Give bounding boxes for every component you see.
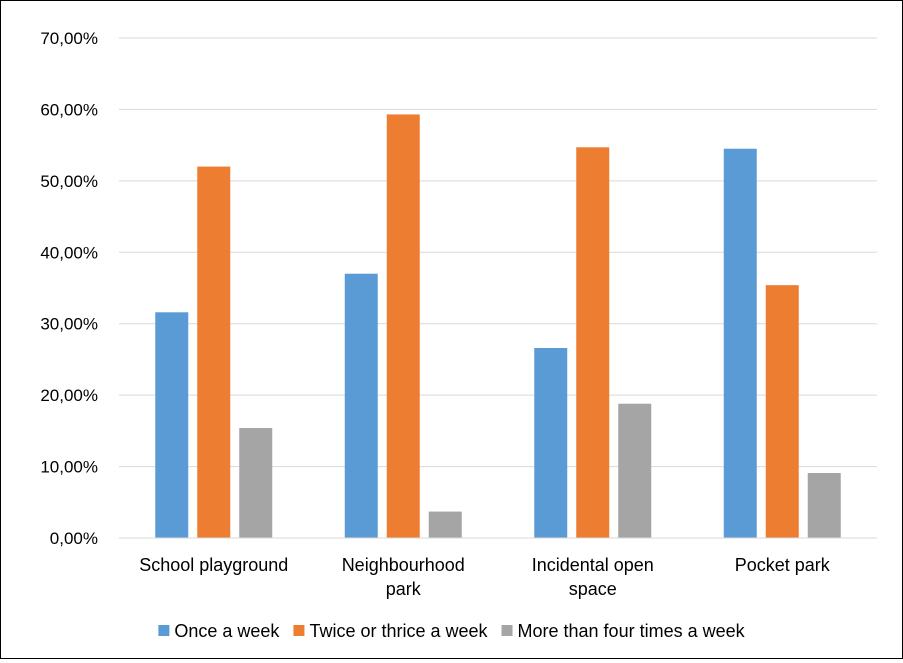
y-tick-label: 10,00% bbox=[40, 458, 98, 477]
bar-once-a-week-1 bbox=[344, 273, 378, 538]
bars bbox=[155, 114, 841, 539]
y-tick-label: 50,00% bbox=[40, 172, 98, 191]
y-tick-label: 20,00% bbox=[40, 386, 98, 405]
x-category-label: space bbox=[569, 579, 617, 599]
x-category-label: Incidental open bbox=[532, 555, 654, 575]
legend-item: More than four times a week bbox=[501, 621, 746, 641]
legend-swatch bbox=[501, 625, 513, 636]
y-tick-label: 0,00% bbox=[50, 529, 98, 548]
legend-item: Twice or thrice a week bbox=[293, 621, 489, 641]
x-category-label: Neighbourhood bbox=[342, 555, 465, 575]
x-category-label: School playground bbox=[139, 555, 288, 575]
y-tick-label: 60,00% bbox=[40, 100, 98, 119]
x-category-label: Pocket park bbox=[735, 555, 831, 575]
y-tick-label: 70,00% bbox=[40, 29, 98, 48]
bar-once-a-week-0 bbox=[155, 312, 189, 538]
legend-label: More than four times a week bbox=[518, 621, 746, 641]
bar-more-than-four-times-a-week-3 bbox=[807, 473, 841, 538]
bar-twice-or-thrice-a-week-3 bbox=[765, 285, 799, 538]
bar-once-a-week-2 bbox=[534, 348, 568, 538]
legend-label: Twice or thrice a week bbox=[309, 621, 488, 641]
gridlines bbox=[119, 37, 877, 468]
legend-label: Once a week bbox=[174, 621, 280, 641]
y-tick-label: 40,00% bbox=[40, 243, 98, 262]
legend-swatch bbox=[158, 625, 170, 636]
legend-swatch bbox=[293, 625, 305, 636]
bar-twice-or-thrice-a-week-1 bbox=[386, 114, 420, 538]
category-labels: School playground Neighbourhood park Incide… bbox=[139, 555, 831, 599]
legend-item: Once a week bbox=[158, 621, 280, 641]
x-category-label: park bbox=[386, 579, 422, 599]
bar-more-than-four-times-a-week-2 bbox=[618, 403, 652, 538]
bar-twice-or-thrice-a-week-2 bbox=[576, 147, 610, 539]
bar-more-than-four-times-a-week-1 bbox=[428, 511, 462, 538]
y-tick-label: 30,00% bbox=[40, 315, 98, 334]
bar-more-than-four-times-a-week-0 bbox=[239, 428, 273, 538]
bar-once-a-week-3 bbox=[723, 148, 757, 538]
y-axis-tick-labels: 0,00% 10,00% 20,00% 30,00% 40,00% 50,00% 60,00… bbox=[40, 29, 98, 548]
legend: Once a week Twice or thrice a week More th… bbox=[158, 621, 746, 641]
bar-twice-or-thrice-a-week-0 bbox=[197, 166, 231, 539]
